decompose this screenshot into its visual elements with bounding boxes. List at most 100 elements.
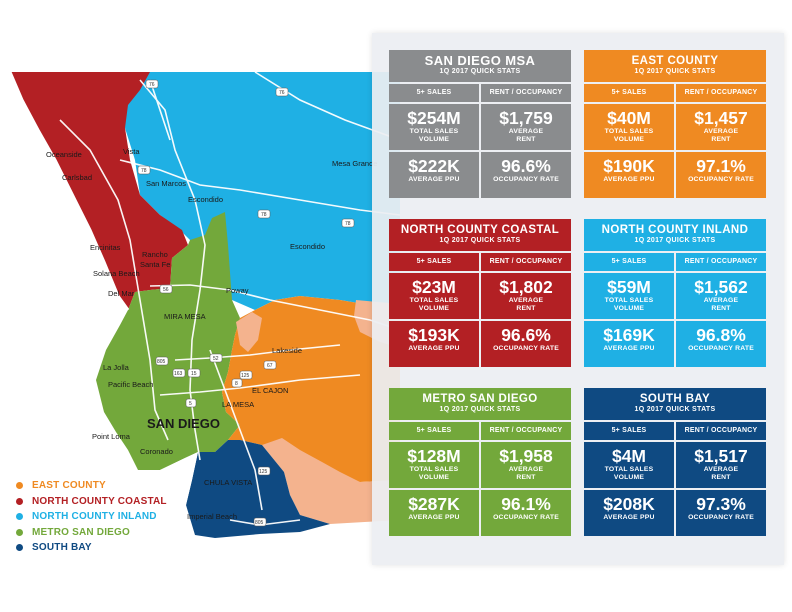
place-mira-mesa: MIRA MESA — [164, 312, 206, 321]
card-title: NORTH COUNTY COASTAL — [400, 224, 560, 236]
place-chula-vista: CHULA VISTA — [204, 478, 252, 487]
stat-average-ppu: $287K AVERAGE PPU — [389, 490, 479, 536]
stat-label: TOTAL SALES — [409, 128, 459, 135]
legend-label: EAST COUNTY — [32, 480, 106, 492]
stat-average-rent: $1,958 AVERAGE RENT — [481, 442, 571, 488]
stat-label: TOTAL SALES — [604, 297, 654, 304]
place-el-cajon: EL CAJON — [252, 386, 288, 395]
place-la-jolla: La Jolla — [103, 363, 130, 372]
place-point-loma: Point Loma — [92, 432, 131, 441]
shield-125-b: 125 — [257, 466, 271, 476]
bay-water — [160, 452, 198, 520]
place-coronado: Coronado — [140, 447, 173, 456]
svg-text:805: 805 — [255, 520, 264, 526]
stat-value: 97.1% — [696, 156, 746, 176]
region-unincorporated-south — [262, 438, 400, 524]
stat-label: AVERAGE — [508, 128, 544, 135]
stat-value: 96.1% — [501, 494, 551, 514]
stat-value: 96.8% — [696, 325, 746, 345]
column-header-sales: 5+ SALES — [389, 84, 479, 102]
stat-label: TOTAL SALES — [604, 128, 654, 135]
svg-text:15: 15 — [191, 371, 197, 377]
shield-125-a: 125 — [239, 370, 253, 380]
stat-average-rent: $1,562 AVERAGE RENT — [676, 273, 766, 319]
stat-label: AVERAGE — [703, 297, 739, 304]
stat-label: OCCUPANCY RATE — [688, 514, 754, 521]
legend-item-east-county: EAST COUNTY — [16, 478, 167, 494]
card-subtitle: 1Q 2017 QUICK STATS — [634, 68, 716, 75]
place-lakeside: Lakeside — [272, 346, 302, 355]
shield-805-a: 805 — [155, 356, 169, 366]
svg-text:78: 78 — [345, 221, 351, 227]
legend-dot — [16, 528, 23, 536]
shield-78-b: 78 — [257, 209, 271, 219]
card-grid: 5+ SALES RENT / OCCUPANCY $4M TOTAL SALE… — [584, 422, 766, 536]
legend-item-north-county-inland: NORTH COUNTY INLAND — [16, 509, 167, 525]
legend-dot — [16, 497, 23, 505]
stat-value: $40M — [607, 108, 651, 128]
svg-text:76: 76 — [279, 90, 285, 96]
stat-label: AVERAGE — [703, 466, 739, 473]
legend-dot — [16, 544, 23, 552]
stat-value: $190K — [603, 156, 655, 176]
card-title: NORTH COUNTY INLAND — [601, 224, 749, 236]
region-east-county[interactable] — [222, 296, 400, 482]
shield-76-a: 76 — [145, 79, 159, 89]
stat-label: RENT — [516, 474, 536, 481]
place-mesa-grande: Mesa Grande — [332, 159, 377, 168]
shield-78-c: 78 — [341, 218, 355, 228]
region-metro-san-diego[interactable] — [96, 212, 240, 470]
stats-card-metro-san-diego: METRO SAN DIEGO 1Q 2017 QUICK STATS 5+ S… — [389, 388, 571, 536]
stats-card-east-county: EAST COUNTY 1Q 2017 QUICK STATS 5+ SALES… — [584, 50, 766, 198]
stat-label: OCCUPANCY RATE — [493, 345, 559, 352]
svg-text:56: 56 — [163, 287, 169, 293]
stat-label: VOLUME — [613, 136, 645, 143]
place-imperial-beach: Imperial Beach — [187, 512, 237, 521]
stat-value: 96.6% — [501, 156, 551, 176]
stat-occupancy-rate: 97.3% OCCUPANCY RATE — [676, 490, 766, 536]
legend-dot — [16, 482, 23, 490]
place-poway: Poway — [226, 286, 249, 295]
card-grid: 5+ SALES RENT / OCCUPANCY $254M TOTAL SA… — [389, 84, 571, 198]
svg-text:805: 805 — [157, 359, 166, 365]
region-north-county-inland[interactable] — [60, 72, 400, 310]
card-subtitle: 1Q 2017 QUICK STATS — [439, 406, 521, 413]
stat-value: $23M — [412, 277, 456, 297]
shield-52: 52 — [209, 353, 223, 363]
card-title: SOUTH BAY — [639, 393, 711, 405]
place-pacific-beach: Pacific Beach — [108, 380, 153, 389]
stat-occupancy-rate: 96.8% OCCUPANCY RATE — [676, 321, 766, 367]
card-grid: 5+ SALES RENT / OCCUPANCY $59M TOTAL SAL… — [584, 253, 766, 367]
stat-label: VOLUME — [613, 474, 645, 481]
card-title: EAST COUNTY — [631, 55, 719, 67]
stat-label: RENT — [711, 136, 731, 143]
place-labels: Oceanside Vista Carlsbad San Marcos Mesa… — [46, 147, 377, 521]
legend-label: NORTH COUNTY INLAND — [32, 511, 157, 523]
legend-label: SOUTH BAY — [32, 542, 92, 554]
stat-label: RENT — [711, 305, 731, 312]
svg-text:5: 5 — [189, 401, 192, 407]
region-north-county-coastal[interactable] — [10, 72, 188, 310]
stat-label: VOLUME — [418, 305, 450, 312]
stat-value: $1,562 — [694, 277, 748, 297]
stat-label: AVERAGE — [508, 297, 544, 304]
svg-text:78: 78 — [141, 168, 147, 174]
stat-value: $208K — [603, 494, 655, 514]
svg-text:52: 52 — [213, 356, 219, 362]
stat-value: $128M — [407, 446, 461, 466]
shield-163: 163 — [172, 368, 186, 378]
stats-card-north-county-coastal: NORTH COUNTY COASTAL 1Q 2017 QUICK STATS… — [389, 219, 571, 367]
column-header-sales: 5+ SALES — [584, 84, 674, 102]
legend-item-north-county-coastal: NORTH COUNTY COASTAL — [16, 494, 167, 510]
stat-value: $193K — [408, 325, 460, 345]
stat-label: RENT — [516, 305, 536, 312]
card-subtitle: 1Q 2017 QUICK STATS — [439, 237, 521, 244]
stat-occupancy-rate: 96.6% OCCUPANCY RATE — [481, 152, 571, 198]
card-grid: 5+ SALES RENT / OCCUPANCY $128M TOTAL SA… — [389, 422, 571, 536]
svg-text:125: 125 — [241, 373, 250, 379]
column-header-sales: 5+ SALES — [389, 422, 479, 440]
stat-value: 96.6% — [501, 325, 551, 345]
stat-sales-volume: $40M TOTAL SALES VOLUME — [584, 104, 674, 150]
stat-average-ppu: $208K AVERAGE PPU — [584, 490, 674, 536]
